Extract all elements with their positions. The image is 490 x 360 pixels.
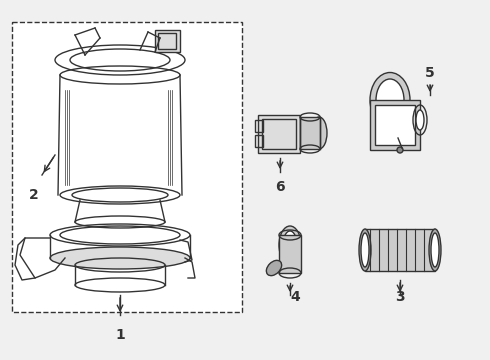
Text: 5: 5 — [425, 66, 435, 80]
Bar — [155, 30, 180, 52]
Text: 4: 4 — [290, 290, 300, 304]
Bar — [370, 100, 420, 150]
Ellipse shape — [431, 233, 439, 267]
Ellipse shape — [370, 72, 410, 127]
Bar — [255, 135, 263, 147]
Bar — [375, 105, 415, 145]
Ellipse shape — [376, 79, 404, 121]
Bar — [300, 117, 320, 149]
Bar — [255, 120, 263, 132]
Ellipse shape — [283, 231, 297, 259]
Bar — [158, 33, 176, 49]
Text: 3: 3 — [395, 290, 405, 304]
Ellipse shape — [311, 117, 327, 149]
Ellipse shape — [429, 229, 441, 271]
Bar — [262, 119, 296, 149]
Text: 1: 1 — [115, 328, 125, 342]
Bar — [12, 22, 242, 312]
Ellipse shape — [359, 229, 371, 271]
Text: 6: 6 — [275, 180, 285, 194]
Text: 2: 2 — [29, 188, 39, 202]
Bar — [365, 229, 435, 271]
Ellipse shape — [397, 147, 403, 153]
Ellipse shape — [267, 260, 282, 276]
Ellipse shape — [361, 233, 369, 267]
Bar — [258, 115, 300, 153]
Ellipse shape — [416, 110, 424, 130]
Ellipse shape — [279, 226, 301, 264]
Ellipse shape — [50, 247, 190, 269]
Bar — [279, 235, 301, 273]
